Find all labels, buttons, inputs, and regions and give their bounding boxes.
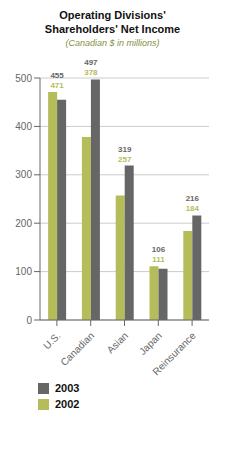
svg-text:455: 455	[50, 71, 64, 80]
html-text:2002: 2002	[55, 398, 80, 410]
svg-text:497: 497	[84, 58, 98, 67]
html-text:(Canadian $ in millions): (Canadian $ in millions)	[65, 38, 160, 48]
svg-text:100: 100	[15, 266, 32, 277]
svg-text:200: 200	[15, 218, 32, 229]
svg-text:Reinsurance: Reinsurance	[150, 330, 198, 378]
html-text:Operating Divisions' Sharehold: Operating Divisions' Shareholders' Net I…	[44, 9, 181, 35]
svg-text:216: 216	[186, 194, 200, 203]
svg-text:400: 400	[15, 121, 32, 132]
svg-text:Asian: Asian	[105, 330, 130, 355]
svg-text:500: 500	[15, 73, 32, 84]
svg-text:Canadian: Canadian	[58, 330, 96, 368]
svg-text:106: 106	[152, 245, 166, 254]
svg-text:471: 471	[50, 81, 64, 90]
svg-text:319: 319	[118, 145, 132, 154]
svg-text:Japan: Japan	[137, 330, 164, 357]
svg-text:184: 184	[186, 204, 200, 213]
svg-text:300: 300	[15, 169, 32, 180]
svg-text:U.S.: U.S.	[41, 330, 63, 352]
svg-text:378: 378	[84, 68, 98, 77]
svg-text:0: 0	[26, 315, 32, 326]
svg-text:257: 257	[118, 155, 132, 164]
html-text:2003: 2003	[55, 382, 80, 394]
svg-text:111: 111	[152, 255, 165, 264]
